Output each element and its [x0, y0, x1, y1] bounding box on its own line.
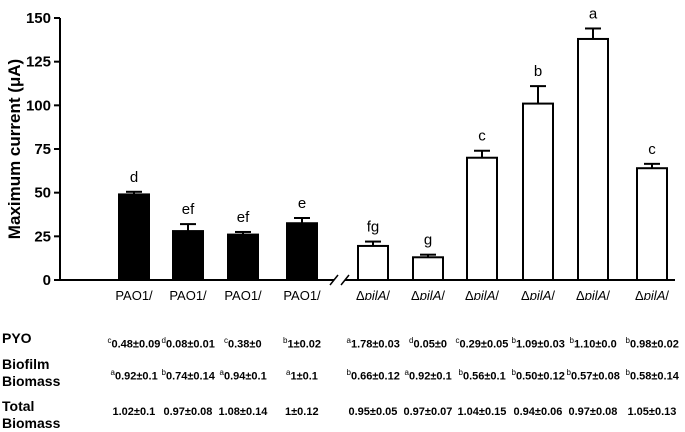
table-cell: a1.78±0.03 [346, 336, 400, 351]
axis-break-mark [340, 274, 350, 286]
y-tick-label: 0 [43, 272, 51, 289]
x-tick-label: PAO1/ [224, 288, 262, 300]
significance-letter: c [648, 141, 656, 158]
bar [118, 193, 150, 281]
table-cell: b0.66±0.12 [346, 368, 400, 383]
table-cell: a0.92±0.1 [110, 368, 158, 383]
significance-letter: a [589, 5, 598, 22]
significance-letter: ef [182, 201, 195, 218]
table-cell: d0.05±0 [409, 336, 448, 351]
significance-letter: fg [367, 219, 380, 236]
significance-letter: e [298, 195, 306, 212]
table-cell: b1±0.02 [283, 336, 322, 351]
axis-break-mark [329, 274, 339, 286]
y-tick-label: 50 [34, 185, 51, 202]
significance-letter: c [478, 128, 486, 145]
table-cell: 1.08±0.14 [218, 406, 268, 418]
table-cell: 0.94±0.06 [513, 406, 563, 418]
table-cell: a1±0.1 [286, 368, 318, 383]
table-cell: b1.10±0.0 [569, 336, 617, 351]
table-cell: 1.05±0.13 [627, 406, 677, 418]
table-cell: 0.97±0.07 [403, 406, 453, 418]
significance-letter: d [130, 169, 138, 186]
table-row-label: Biofilm Biomass [2, 356, 61, 389]
bar [577, 37, 609, 281]
table-cell: b0.50±0.12 [511, 368, 565, 383]
table-row-label: Total Biomass [2, 398, 61, 431]
table-cell: b0.74±0.14 [161, 368, 215, 383]
table-cell: b1.09±0.03 [511, 336, 565, 351]
table-cell: b0.56±0.1 [458, 368, 506, 383]
table-cell: d0.08±0.01 [161, 336, 215, 351]
table-cell: 0.97±0.08 [568, 406, 618, 418]
table-cell: b0.58±0.14 [625, 368, 679, 383]
bar [466, 156, 498, 282]
bar-chart: 0 25 50 75 100 125 150 Maximum current (μA) d PAO… [5, 5, 675, 300]
y-tick-label: 150 [26, 10, 51, 27]
bar [286, 222, 318, 282]
table-cell: 0.95±0.05 [348, 406, 398, 418]
x-tick-label: PAO1/ [169, 288, 207, 300]
table-row-label: PYO [2, 330, 32, 346]
table-cell: 1.02±0.1 [112, 406, 156, 418]
bar [522, 102, 554, 281]
y-axis-label: Maximum current (μA) [5, 59, 24, 239]
table-cell: a0.94±0.1 [219, 368, 267, 383]
x-tick-label: ΔpilA/ [521, 288, 555, 300]
x-tick-label: PAO1/ [283, 288, 321, 300]
table-cell: c0.29±0.05 [455, 336, 509, 351]
table-cell: a0.92±0.1 [404, 368, 452, 383]
y-tick-label: 75 [34, 141, 51, 158]
x-tick-label: ΔpilA/ [465, 288, 499, 300]
table-cell: 0.97±0.08 [163, 406, 213, 418]
bar [172, 230, 204, 282]
table-cell: 1±0.12 [285, 406, 319, 418]
y-tick-label: 25 [34, 228, 51, 245]
y-tick-label: 125 [26, 54, 51, 71]
significance-letter: ef [237, 209, 250, 226]
significance-letter: g [424, 232, 432, 249]
x-tick-label: ΔpilA/ [576, 288, 610, 300]
y-tick-label: 100 [26, 97, 51, 114]
bar [412, 256, 444, 282]
bar [636, 167, 668, 281]
table-cell: c0.48±0.09 [107, 336, 161, 351]
x-tick-label: ΔpilA/ [411, 288, 445, 300]
bar [357, 244, 389, 282]
x-tick-label: ΔpilA/ [356, 288, 390, 300]
x-tick-label: ΔpilA/ [635, 288, 669, 300]
significance-letter: b [534, 63, 542, 80]
bar [227, 233, 259, 282]
table-cell: b0.57±0.08 [566, 368, 620, 383]
table-cell: 1.04±0.15 [457, 406, 507, 418]
x-tick-label: PAO1/ [115, 288, 153, 300]
table-cell: c0.38±0 [224, 336, 262, 351]
table-cell: b0.98±0.02 [625, 336, 679, 351]
